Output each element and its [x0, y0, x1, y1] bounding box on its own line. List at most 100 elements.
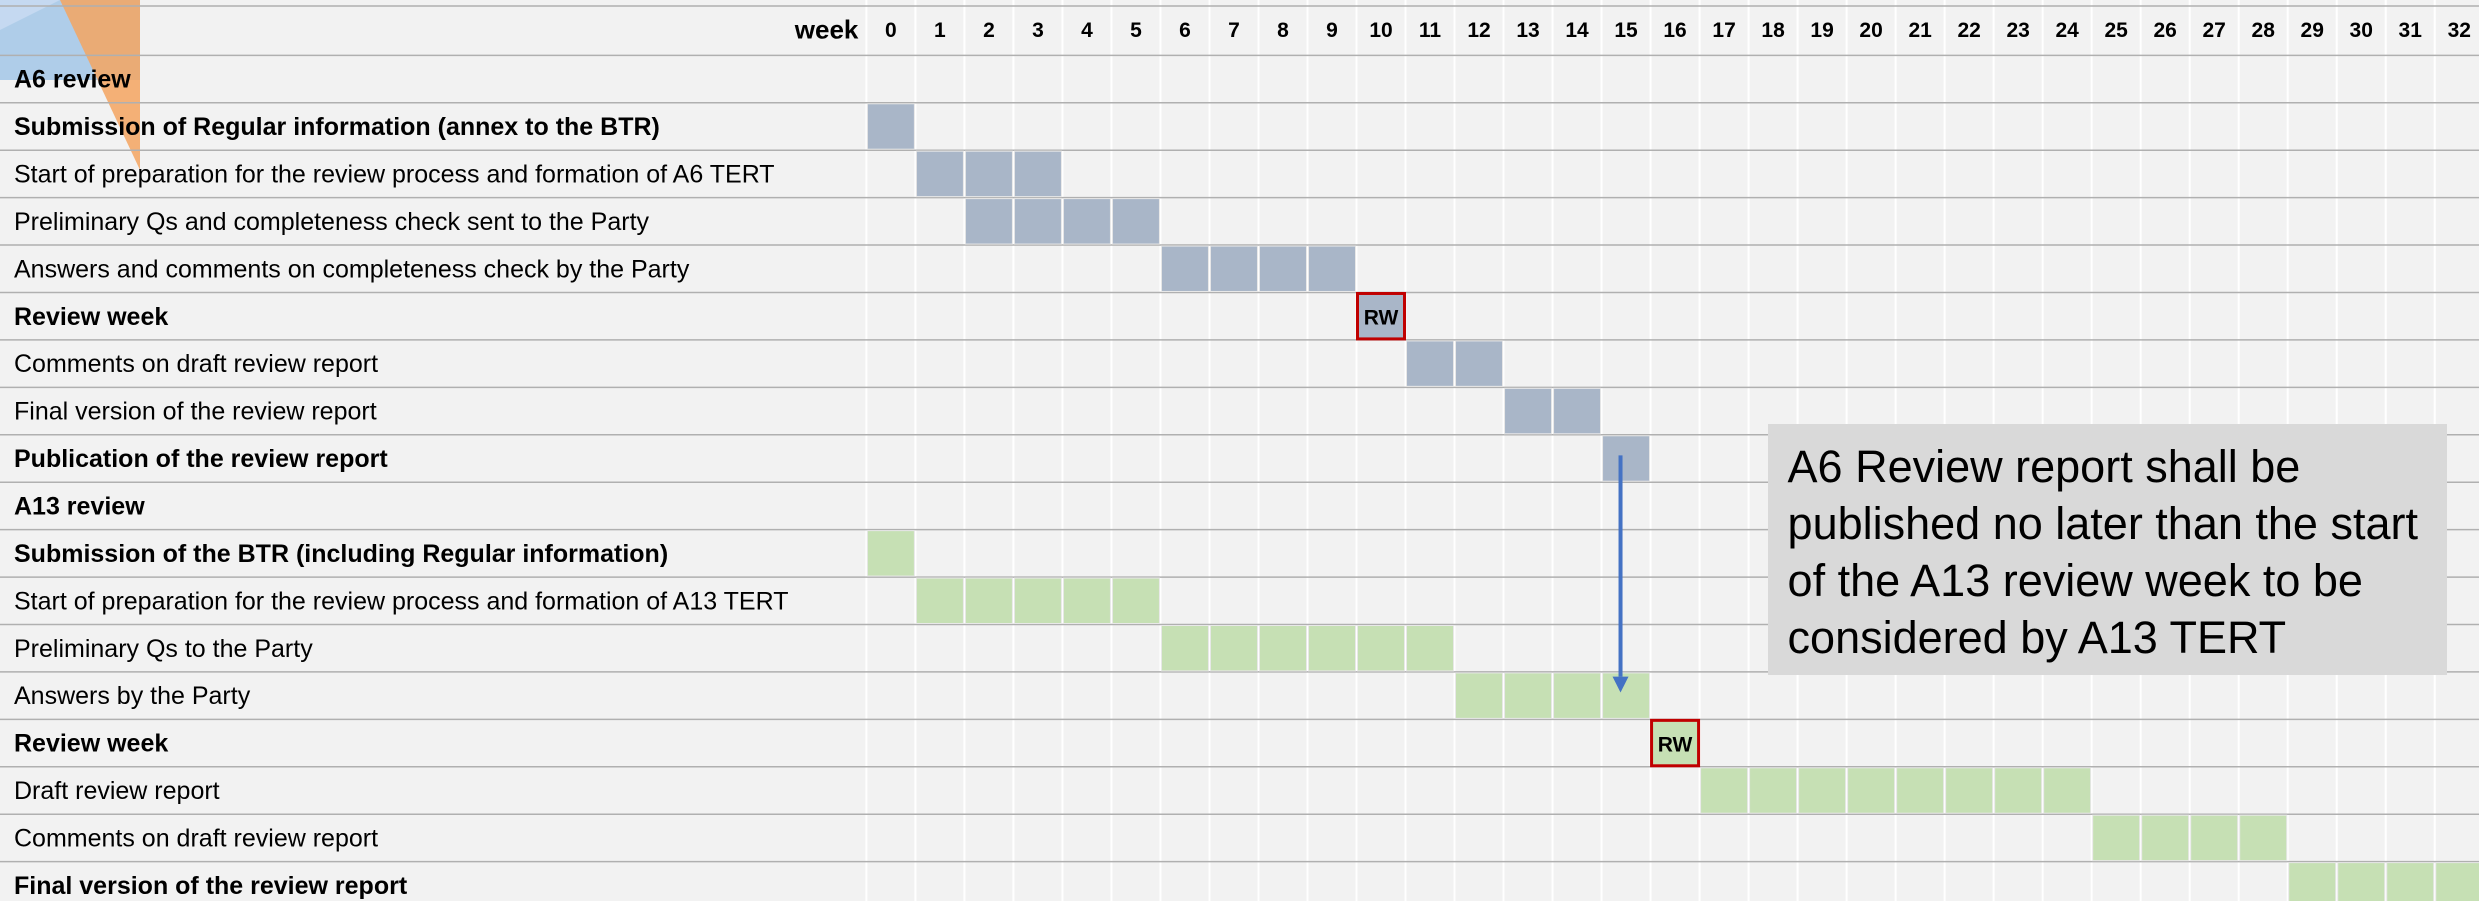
week-label: 21 [1908, 19, 1932, 42]
task-cell [1553, 387, 1602, 435]
corner-decoration [60, 0, 140, 170]
task-cell [1160, 245, 1209, 292]
week-label: 13 [1516, 19, 1539, 42]
task-cell [1111, 198, 1160, 245]
task-cell [2190, 814, 2239, 862]
task-cell [1307, 624, 1356, 672]
task-cell [1013, 150, 1062, 198]
task-cell [1749, 767, 1798, 814]
task-cell [866, 103, 915, 150]
callout-text: A6 Review report shall be published no l… [1767, 423, 2448, 676]
week-label: 2 [983, 19, 995, 42]
task-label: Submission of Regular information (annex… [14, 113, 660, 141]
week-label: 1 [934, 19, 946, 42]
week-label: 20 [1859, 19, 1882, 42]
task-cell [2288, 862, 2337, 901]
week-header: week [794, 14, 859, 44]
task-label: Comments on draft review report [14, 350, 378, 378]
task-cell [1356, 624, 1406, 672]
arrow-head [1612, 676, 1629, 693]
week-label: 14 [1565, 19, 1589, 42]
task-cell [1798, 767, 1847, 814]
task-cell [1307, 245, 1356, 292]
task-label: Answers by the Party [14, 682, 251, 710]
review-week-marker: RW [1658, 734, 1693, 757]
week-label: 25 [2104, 19, 2128, 42]
task-label: Submission of the BTR (including Regular… [14, 540, 668, 568]
task-cell [964, 150, 1013, 198]
task-label: Start of preparation for the review proc… [14, 161, 775, 189]
task-cell [1700, 767, 1749, 814]
week-label: 4 [1081, 19, 1093, 42]
task-cell [915, 150, 964, 198]
task-cell [866, 530, 915, 577]
week-label: 32 [2448, 19, 2471, 42]
task-label: Review week [14, 730, 168, 758]
task-cell [2386, 862, 2435, 901]
week-label: 7 [1228, 19, 1240, 42]
week-label: 17 [1712, 19, 1735, 42]
week-label: 29 [2301, 19, 2324, 42]
week-label: 23 [2006, 19, 2029, 42]
week-label: 22 [1957, 19, 1980, 42]
week-label: 0 [885, 19, 897, 42]
week-label: 8 [1277, 19, 1289, 42]
task-cell [2092, 814, 2141, 862]
task-cell [2239, 814, 2288, 862]
corner-decoration [0, 0, 60, 30]
task-cell [1013, 577, 1062, 624]
task-label: Preliminary Qs to the Party [14, 635, 313, 663]
task-cell [1406, 624, 1455, 672]
task-label: Publication of the review report [14, 445, 388, 473]
task-cell [1258, 245, 1307, 292]
week-label: 31 [2399, 19, 2423, 42]
week-label: 26 [2153, 19, 2176, 42]
review-week-box [1650, 718, 1701, 768]
task-cell [1455, 672, 1504, 719]
task-label: A13 review [14, 493, 145, 521]
task-cell [1945, 767, 1994, 814]
task-cell [1504, 672, 1553, 719]
week-label: 11 [1419, 19, 1442, 42]
callout-box: A6 Review report shall be published no l… [1767, 423, 2448, 676]
week-label: 28 [2252, 19, 2276, 42]
task-cell [2435, 862, 2479, 901]
task-cell [1847, 767, 1896, 814]
week-label: 16 [1663, 19, 1686, 42]
week-label: 12 [1467, 19, 1490, 42]
task-cell [1062, 198, 1111, 245]
task-cell [915, 577, 964, 624]
task-cell [1455, 340, 1504, 387]
task-cell [2337, 862, 2386, 901]
task-cell [1406, 340, 1455, 387]
review-week-box [1355, 291, 1407, 341]
task-label: Review week [14, 303, 168, 331]
week-label: 3 [1032, 19, 1044, 42]
task-cell [1602, 435, 1651, 482]
task-cell [1160, 624, 1209, 672]
task-cell [2043, 767, 2092, 814]
week-label: 18 [1761, 19, 1785, 42]
week-label: 24 [2055, 19, 2079, 42]
task-cell [1504, 387, 1553, 435]
week-label: 30 [2350, 19, 2373, 42]
task-label: A6 review [14, 66, 131, 94]
week-label: 5 [1130, 19, 1142, 42]
task-cell [1013, 198, 1062, 245]
task-cell [2141, 814, 2190, 862]
week-label: 19 [1810, 19, 1833, 42]
task-cell [1209, 624, 1258, 672]
week-label: 9 [1326, 19, 1338, 42]
task-cell [1896, 767, 1945, 814]
task-label: Preliminary Qs and completeness check se… [14, 208, 650, 236]
task-cell [1553, 672, 1602, 719]
task-label: Final version of the review report [14, 872, 408, 900]
week-label: 15 [1614, 19, 1638, 42]
task-cell [1062, 577, 1111, 624]
review-week-marker: RW [1364, 307, 1399, 330]
task-cell [1209, 245, 1258, 292]
task-label: Start of preparation for the review proc… [14, 587, 788, 615]
week-label: 27 [2203, 19, 2226, 42]
task-cell [1994, 767, 2043, 814]
